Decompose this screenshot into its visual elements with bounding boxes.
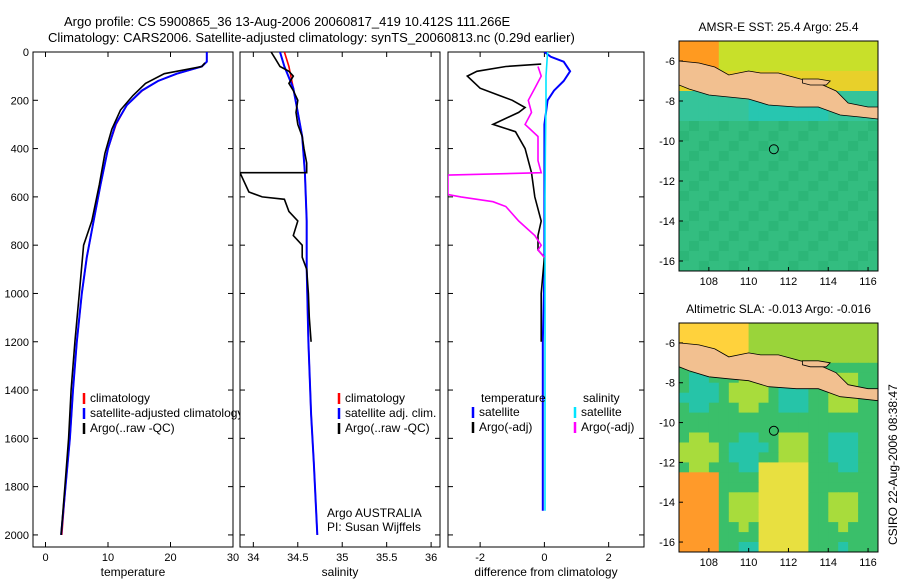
difference-xtick-label: -2 <box>475 552 485 564</box>
sst-map-xtick-label: 116 <box>859 276 877 288</box>
temperature-xtick-label: 0 <box>42 552 48 564</box>
sst-map-ytick-label: -8 <box>665 96 675 108</box>
salinity-series-line <box>240 52 312 342</box>
footer-stamp: CSIRO 22-Aug-2006 08:38:47 <box>886 384 900 545</box>
sla-map-ytick-label: -8 <box>665 378 675 390</box>
sla-map-field <box>679 323 878 552</box>
legend-entry: Argo(..raw -QC) <box>90 421 175 435</box>
sla-map-argo-location-marker <box>768 425 779 436</box>
sst-map-xtick-label: 110 <box>740 276 758 288</box>
temperature-ytick-label: 1400 <box>5 385 29 397</box>
legend-entry: Argo(..raw -QC) <box>345 421 430 435</box>
sst-map-ytick-label: -14 <box>659 216 675 228</box>
sla-map-title: Altimetric SLA: -0.013 Argo: -0.016 <box>686 302 871 316</box>
temperature-series-line <box>60 62 206 535</box>
sla-map-xtick-label: 108 <box>700 557 718 569</box>
sla-map-frame <box>678 322 879 553</box>
legend-entry: climatology <box>90 391 150 405</box>
difference-series-line <box>544 52 549 511</box>
temperature-axes-frame <box>32 51 234 548</box>
temperature-ytick-label: 0 <box>23 47 29 59</box>
sla-map-panel: 108 110 112 114 116 -6 -8 -10 -12 -14 -16 Altimetri… <box>659 302 879 569</box>
sst-map-frame <box>678 40 879 272</box>
difference-series-line <box>448 66 545 258</box>
difference-xtick-label: 2 <box>606 552 612 564</box>
difference-xtick-label: 0 <box>541 552 547 564</box>
sla-map-ytick-label: -6 <box>665 338 675 350</box>
sla-map-land <box>679 342 878 402</box>
legend-entry: climatology <box>345 391 405 405</box>
sst-map-xtick-label: 108 <box>700 276 718 288</box>
sst-map-ytick-label: -16 <box>659 256 675 268</box>
temperature-xlabel: temperature <box>101 565 166 579</box>
salinity-xlabel: salinity <box>322 565 359 579</box>
temperature-xtick-label: 30 <box>227 552 239 564</box>
annotation-argo-australia: Argo AUSTRALIA <box>327 506 422 520</box>
difference-xlabel: difference from climatology <box>474 565 617 579</box>
temperature-ytick-label: 2000 <box>5 530 29 542</box>
sla-map-ytick-label: -10 <box>659 418 675 430</box>
legend-group-salinity: salinity <box>583 391 620 405</box>
sla-map-land <box>802 360 832 368</box>
salinity-xtick-label: 35.5 <box>376 552 397 564</box>
salinity-series-line <box>279 52 319 535</box>
sst-map-panel: 108 110 112 114 116 -6 -8 -10 -12 -14 -16 AMSR-E SS… <box>659 20 879 288</box>
sst-map-land <box>802 78 832 86</box>
sst-map-field <box>679 41 878 271</box>
sla-map-xtick-label: 116 <box>859 557 877 569</box>
sla-map-ytick-label: -12 <box>659 457 675 469</box>
temperature-ytick-label: 1000 <box>5 288 29 300</box>
salinity-xtick-label: 34 <box>247 552 259 564</box>
sst-map-xtick-label: 114 <box>819 276 837 288</box>
header-line-2: Climatology: CARS2006. Satellite-adjuste… <box>48 30 575 45</box>
temperature-ytick-label: 1200 <box>5 337 29 349</box>
sst-map-ytick-label: -12 <box>659 176 675 188</box>
temperature-xtick-label: 10 <box>102 552 114 564</box>
difference-series-line <box>541 52 572 511</box>
legend-entry: Argo(-adj) <box>479 420 532 434</box>
temperature-ytick-label: 400 <box>11 144 29 156</box>
salinity-axes-frame <box>239 51 441 548</box>
temperature-xtick-label: 20 <box>164 552 176 564</box>
legend-entry: satellite adj. clim. <box>345 406 436 420</box>
legend-group-temperature: temperature <box>481 391 546 405</box>
header-line-1: Argo profile: CS 5900865_36 13-Aug-2006 … <box>64 14 511 29</box>
legend-entry: satellite <box>581 405 622 419</box>
sst-map-title: AMSR-E SST: 25.4 Argo: 25.4 <box>698 20 858 34</box>
temperature-ytick-label: 600 <box>11 192 29 204</box>
legend-entry: Argo(-adj) <box>581 420 634 434</box>
annotation-pi-name: PI: Susan Wijffels <box>327 520 421 534</box>
legend-entry: satellite-adjusted climatology <box>90 406 243 420</box>
legend-entry: satellite <box>479 405 520 419</box>
salinity-xtick-label: 35 <box>336 552 348 564</box>
salinity-xtick-label: 36 <box>425 552 437 564</box>
salinity-panel: 34 34.5 35 35.5 36 salinity climatologysatelli… <box>239 51 441 579</box>
temperature-panel: 0 10 20 30 0 200 400 600 800 1000 1200 1400 1600 1800… <box>5 47 244 579</box>
sst-map-land <box>679 60 878 120</box>
sst-map-ytick-label: -6 <box>665 56 675 68</box>
sst-map-argo-location-marker <box>768 144 779 155</box>
salinity-xtick-label: 34.5 <box>287 552 308 564</box>
sla-map-xtick-label: 112 <box>780 557 798 569</box>
sla-map-ytick-label: -14 <box>659 497 675 509</box>
sla-map-xtick-label: 114 <box>819 557 837 569</box>
temperature-series-line <box>60 52 208 535</box>
temperature-ytick-label: 800 <box>11 240 29 252</box>
temperature-ytick-label: 1600 <box>5 433 29 445</box>
temperature-ytick-label: 1800 <box>5 482 29 494</box>
sst-map-ytick-label: -10 <box>659 136 675 148</box>
sst-map-xtick-label: 112 <box>780 276 798 288</box>
temperature-ytick-label: 200 <box>11 95 29 107</box>
sla-map-ytick-label: -16 <box>659 537 675 549</box>
sla-map-xtick-label: 110 <box>740 557 758 569</box>
